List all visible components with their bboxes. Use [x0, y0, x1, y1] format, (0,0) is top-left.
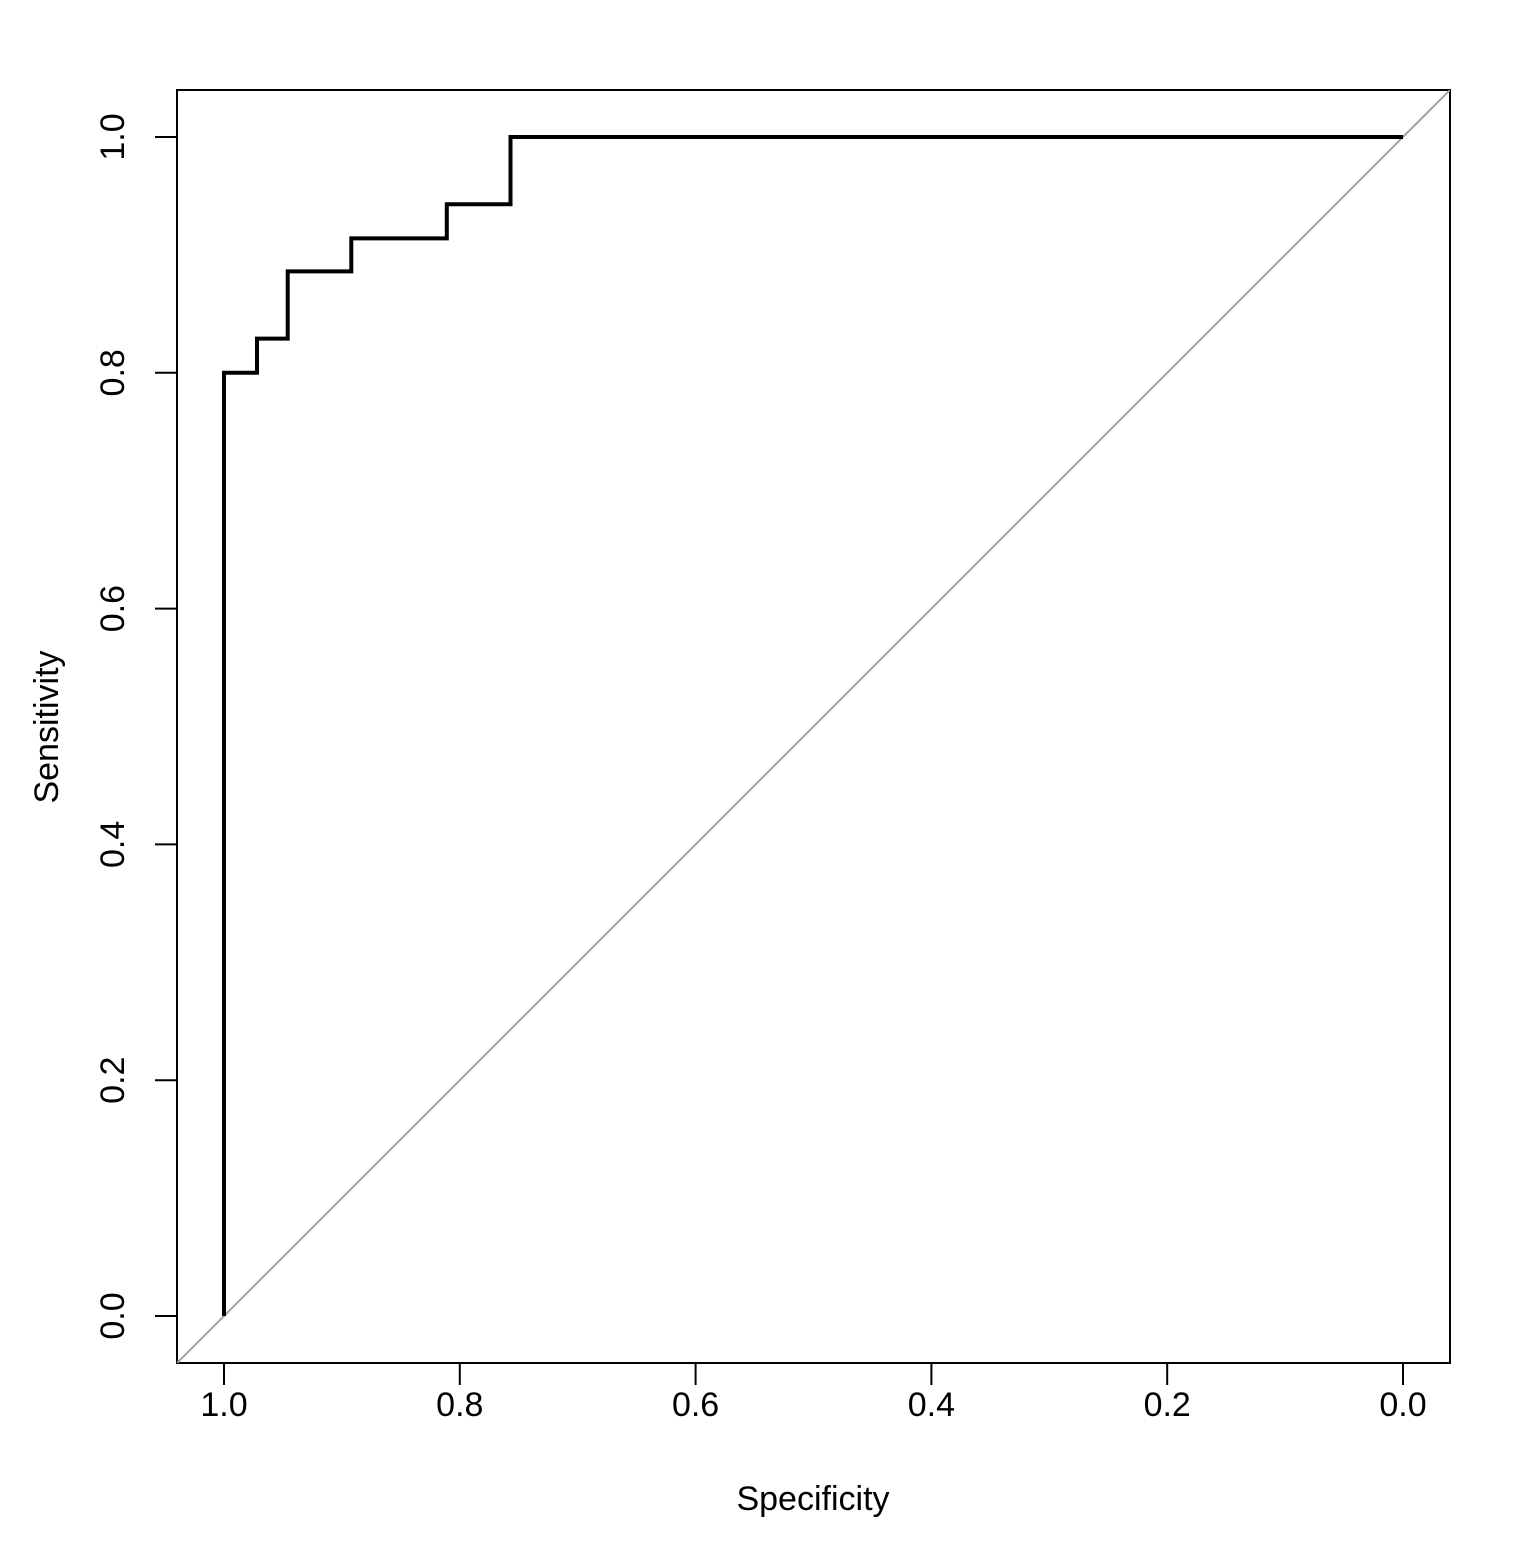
plot-area: [177, 90, 1450, 1363]
y-tick-label: 0.6: [94, 585, 132, 632]
x-tick-label: 0.8: [436, 1386, 483, 1424]
x-tick-label: 0.6: [672, 1386, 719, 1424]
x-axis-title: Specificity: [736, 1480, 889, 1518]
y-tick-label: 0.2: [94, 1057, 132, 1104]
y-tick-label: 0.8: [94, 349, 132, 396]
x-axis: 1.0 0.8 0.6 0.4 0.2 0.0: [200, 1363, 1427, 1424]
x-tick-label: 1.0: [200, 1386, 247, 1424]
y-axis: 0.0 0.2 0.4 0.6 0.8 1.0: [94, 113, 177, 1340]
y-tick-label: 0.4: [94, 821, 132, 868]
plot-frame: [176, 89, 1451, 1364]
y-tick-label: 1.0: [94, 113, 132, 160]
roc-curve-series-0: [222, 135, 1403, 1316]
x-tick-label: 0.0: [1379, 1386, 1426, 1424]
reference-diagonal-line: [177, 90, 1450, 1363]
x-tick-label: 0.2: [1144, 1386, 1191, 1424]
y-tick-label: 0.0: [94, 1292, 132, 1339]
x-tick-label: 0.4: [908, 1386, 955, 1424]
y-axis-title: Sensitivity: [28, 650, 66, 803]
